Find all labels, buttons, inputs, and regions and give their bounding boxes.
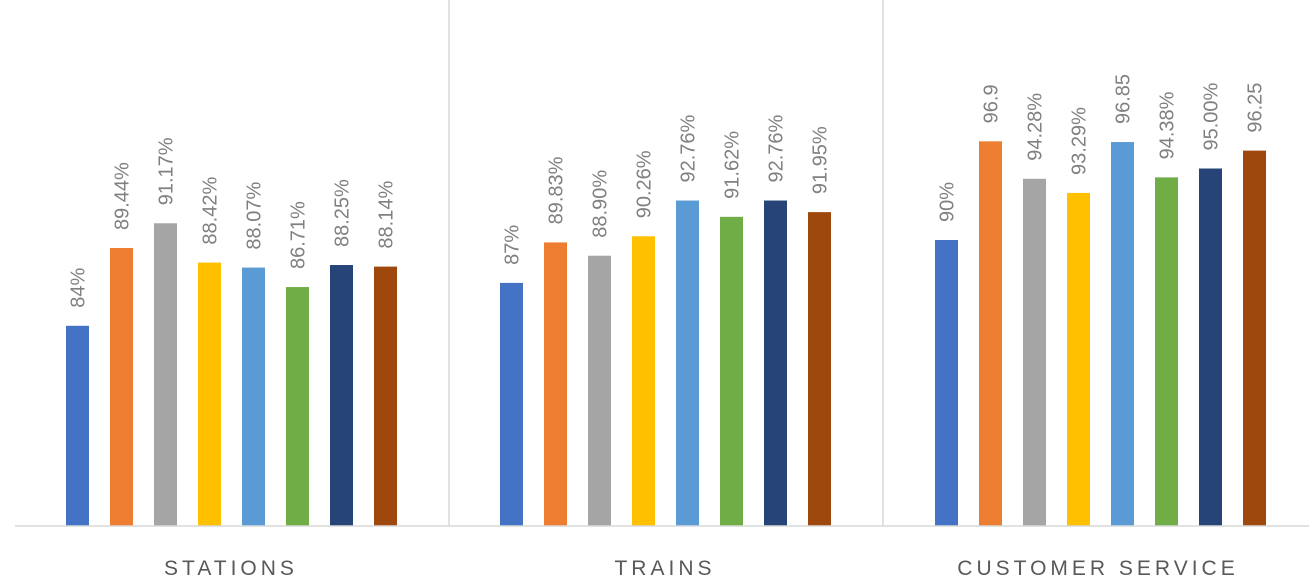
value-label-series-1-stations: 84% (68, 268, 90, 308)
value-label-series-7-customer-service: 95.00% (1201, 82, 1223, 150)
bar-series-8-stations (374, 266, 397, 526)
value-label-series-3-stations: 91.17% (156, 137, 178, 205)
bar-series-7-stations (330, 265, 353, 526)
category-label-stations: STATIONS (164, 557, 298, 580)
bar-series-3-customer-service (1023, 178, 1046, 526)
value-label-series-2-customer-service: 96.9 (981, 84, 1003, 123)
value-label-series-5-stations: 88.07% (244, 182, 266, 250)
value-label-series-1-trains: 87% (502, 225, 524, 265)
value-label-series-4-stations: 88.42% (200, 177, 222, 245)
bar-series-5-customer-service (1111, 142, 1134, 527)
category-labels-layer: STATIONS TRAINS CUSTOMER SERVICE (164, 557, 1238, 580)
bar-series-1-customer-service (935, 240, 958, 526)
category-label-trains: TRAINS (614, 557, 715, 580)
bar-series-7-customer-service (1199, 168, 1222, 526)
bar-series-8-customer-service (1243, 150, 1266, 526)
value-label-series-4-customer-service: 93.29% (1069, 107, 1091, 175)
bar-series-3-stations (154, 223, 177, 527)
value-labels-layer: 84% 87% 90% 89.44% 89.83% 96.9 91.17% 88.90% 94.… (68, 74, 1267, 308)
value-label-series-8-customer-service: 96.25 (1245, 83, 1267, 133)
bar-series-2-trains (544, 242, 567, 526)
value-label-series-2-trains: 89.83% (546, 156, 568, 224)
bar-series-1-trains (500, 282, 523, 526)
bar-series-3-trains (588, 255, 611, 527)
bar-series-6-customer-service (1155, 177, 1178, 526)
value-label-series-5-trains: 92.76% (678, 114, 700, 182)
value-label-series-3-customer-service: 94.28% (1025, 93, 1047, 161)
bar-series-2-stations (110, 248, 133, 526)
bar-series-2-customer-service (979, 141, 1002, 526)
value-label-series-6-stations: 86.71% (288, 201, 310, 269)
bar-series-1-stations (66, 325, 89, 526)
bar-series-6-trains (720, 216, 743, 527)
value-label-series-7-stations: 88.25% (332, 179, 354, 247)
value-label-series-2-stations: 89.44% (112, 162, 134, 230)
bar-series-5-stations (242, 267, 265, 526)
bar-series-6-stations (286, 287, 309, 526)
value-label-series-8-stations: 88.14% (376, 181, 398, 249)
category-label-customer-service: CUSTOMER SERVICE (957, 557, 1238, 580)
bar-series-4-customer-service (1067, 192, 1090, 526)
bars-layer (66, 141, 1266, 527)
bar-series-4-stations (198, 262, 221, 526)
value-label-series-1-customer-service: 90% (937, 182, 959, 222)
bar-series-8-trains (808, 212, 831, 527)
bar-series-4-trains (632, 236, 655, 527)
group-separators (448, 0, 884, 526)
value-label-series-6-trains: 91.62% (722, 131, 744, 199)
value-label-series-3-trains: 88.90% (590, 170, 612, 238)
value-label-series-5-customer-service: 96.85 (1113, 74, 1135, 124)
value-label-series-4-trains: 90.26% (634, 150, 656, 218)
value-label-series-7-trains: 92.76% (766, 114, 788, 182)
value-label-series-6-customer-service: 94.38% (1157, 91, 1179, 159)
bar-series-7-trains (764, 200, 787, 527)
bar-series-5-trains (676, 200, 699, 527)
value-label-series-8-trains: 91.95% (810, 126, 832, 194)
